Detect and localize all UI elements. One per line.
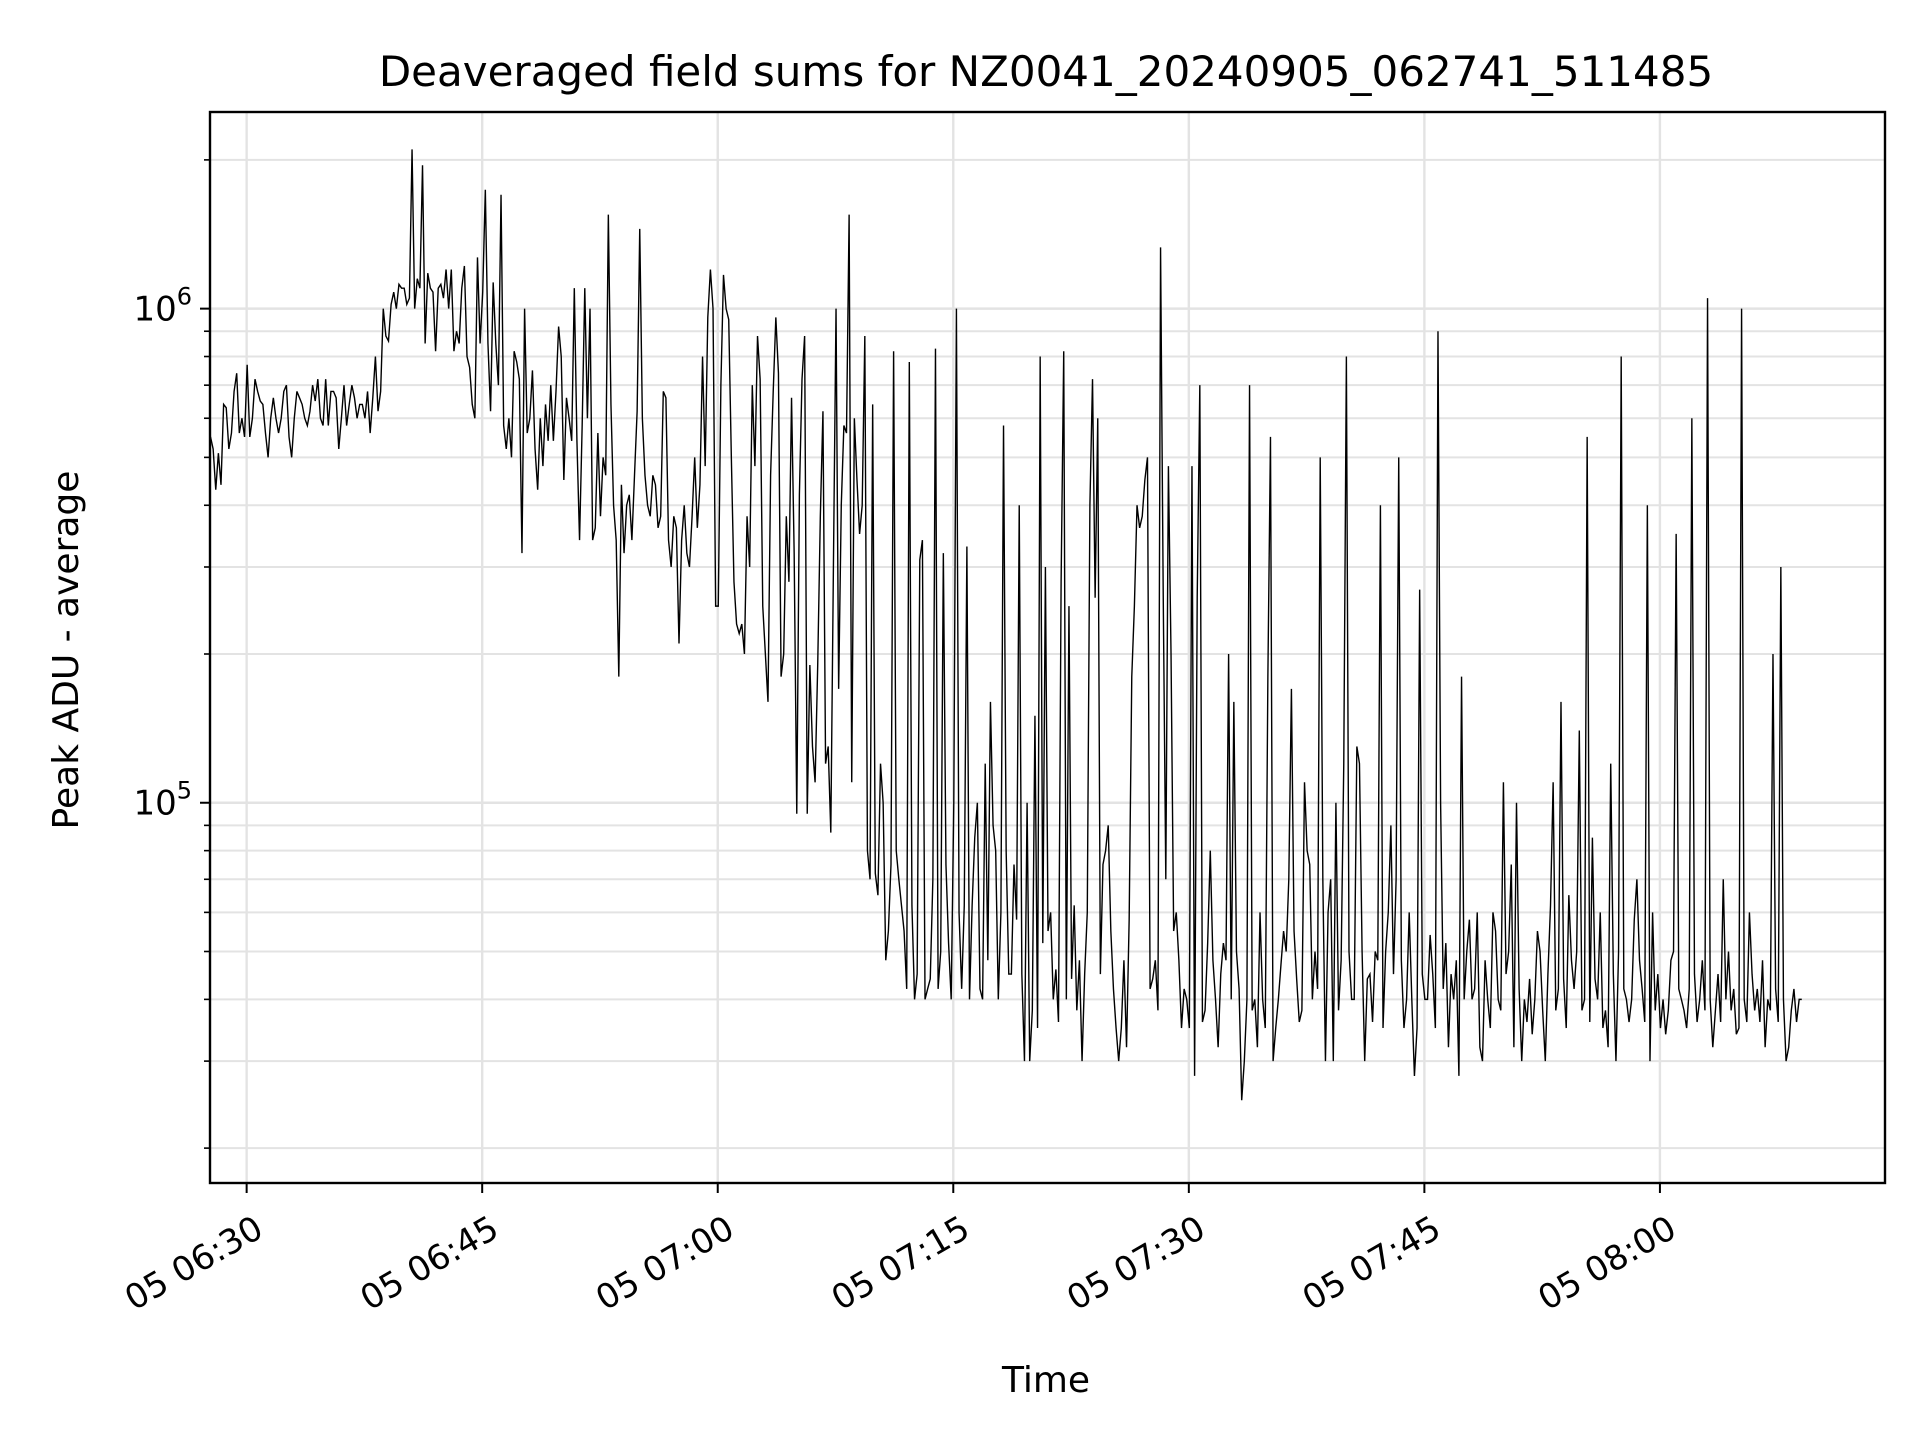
grid-lines (210, 112, 1885, 1183)
x-axis-label: Time (1001, 1360, 1090, 1401)
y-tick-label: 106 (133, 283, 192, 330)
chart-title: Deaveraged field sums for NZ0041_2024090… (379, 47, 1713, 96)
series-line (210, 149, 1802, 1101)
series-layer (210, 149, 1802, 1101)
plot-frame (208, 110, 1887, 1185)
y-axis-label: Peak ADU - average (46, 471, 87, 830)
y-tick-label: 105 (133, 777, 192, 824)
